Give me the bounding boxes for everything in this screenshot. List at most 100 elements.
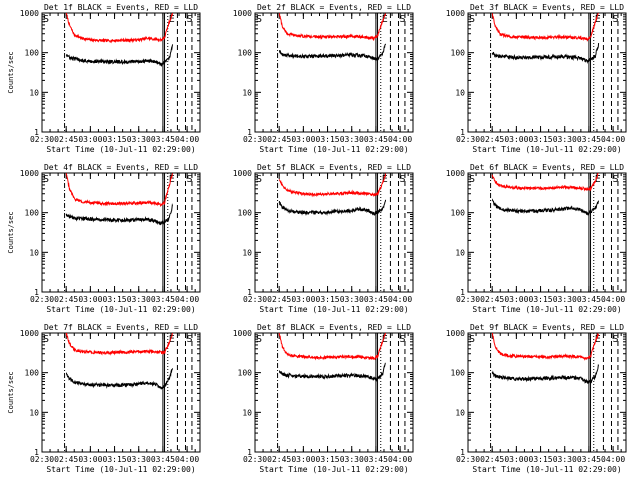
plot-frame	[41, 332, 201, 453]
x-tick-label: 03:15	[103, 455, 127, 464]
x-tick-label: 03:30	[553, 455, 577, 464]
lld-rate-line	[279, 13, 387, 42]
x-tick-label: 03:00	[291, 295, 315, 304]
panel-title: Det 9f BLACK = Events, RED = LLD	[470, 323, 624, 332]
plot-frame	[467, 172, 627, 293]
x-tick-label: 04:00	[175, 135, 199, 144]
y-tick-label: 10	[242, 248, 252, 257]
x-tick-label: 03:30	[553, 135, 577, 144]
y-tick-label: 1	[34, 128, 39, 137]
events-rate-line	[491, 363, 600, 384]
panel-title: Det 4f BLACK = Events, RED = LLD	[44, 163, 198, 172]
x-tick-label: 04:00	[175, 295, 199, 304]
y-tick-label: 1	[460, 288, 465, 297]
y-tick-label: 1000	[20, 329, 39, 338]
y-tick-label: 100	[451, 369, 466, 378]
plot-frame	[41, 172, 201, 293]
x-tick-label: 03:00	[504, 455, 528, 464]
time-marker-label: S	[612, 174, 618, 185]
x-tick-label: 03:30	[340, 455, 364, 464]
lld-rate-line	[491, 333, 600, 361]
time-marker-label: S	[43, 334, 49, 345]
y-tick-label: 10	[455, 88, 465, 97]
time-marker-label: S	[43, 174, 49, 185]
time-marker-label: S	[469, 334, 475, 345]
events-rate-line	[278, 362, 386, 382]
x-tick-label: 03:00	[504, 295, 528, 304]
time-marker-label: E	[169, 14, 175, 25]
x-tick-label: 03:15	[103, 135, 127, 144]
time-marker-label: S	[612, 14, 618, 25]
y-tick-label: 1000	[233, 169, 252, 178]
plot-frame	[467, 12, 627, 133]
time-marker-label: E	[169, 174, 175, 185]
time-marker-label: S	[399, 14, 405, 25]
lld-rate-line	[491, 13, 599, 42]
detector-panel: Det 6f BLACK = Events, RED = LLD 1 10 100 10…	[446, 163, 627, 314]
x-tick-label: 03:45	[577, 295, 601, 304]
x-axis-label: Start Time (10-Jul-11 02:29:00)	[472, 305, 621, 314]
y-tick-label: 10	[455, 248, 465, 257]
x-tick-label: 04:00	[388, 295, 412, 304]
y-tick-label: 1000	[20, 169, 39, 178]
x-tick-label: 04:00	[601, 135, 625, 144]
lld-rate-line	[278, 173, 387, 198]
x-tick-label: 02:45	[267, 135, 291, 144]
time-marker-label: S	[256, 14, 262, 25]
events-rate-line	[278, 199, 387, 217]
x-tick-label: 03:45	[151, 295, 175, 304]
y-tick-label: 100	[238, 209, 253, 218]
x-tick-label: 03:15	[529, 135, 553, 144]
y-tick-label: 1000	[446, 9, 465, 18]
x-axis-label: Start Time (10-Jul-11 02:29:00)	[46, 145, 195, 154]
detector-panel: Det 8f BLACK = Events, RED = LLD 1 10 100 10…	[233, 323, 414, 474]
x-tick-label: 03:15	[103, 295, 127, 304]
x-tick-label: 03:30	[127, 295, 151, 304]
x-tick-label: 03:15	[316, 295, 340, 304]
lld-rate-line	[65, 13, 173, 44]
x-axis-label: Start Time (10-Jul-11 02:29:00)	[472, 465, 621, 474]
x-tick-label: 03:30	[553, 295, 577, 304]
x-axis-label: Start Time (10-Jul-11 02:29:00)	[259, 305, 408, 314]
x-tick-label: 02:30	[243, 295, 267, 304]
y-tick-label: 10	[29, 88, 39, 97]
time-marker-label: E	[595, 174, 601, 185]
x-tick-label: 04:00	[388, 135, 412, 144]
time-marker-label: E	[382, 14, 388, 25]
x-tick-label: 03:00	[504, 135, 528, 144]
time-marker-label: E	[382, 334, 388, 345]
y-tick-label: 10	[455, 408, 465, 417]
time-marker-label: S	[43, 14, 49, 25]
x-axis-label: Start Time (10-Jul-11 02:29:00)	[259, 145, 408, 154]
time-marker-label: S	[399, 174, 405, 185]
plot-frame	[254, 12, 414, 133]
events-rate-line	[65, 44, 174, 67]
lld-rate-line	[65, 173, 174, 208]
x-tick-label: 02:45	[267, 455, 291, 464]
x-tick-label: 03:45	[577, 135, 601, 144]
y-tick-label: 1	[460, 448, 465, 457]
detector-panel: Det 5f BLACK = Events, RED = LLD 1 10 100 10…	[233, 163, 414, 314]
detector-panel: Det 9f BLACK = Events, RED = LLD 1 10 100 10…	[446, 323, 627, 474]
x-tick-label: 03:45	[364, 455, 388, 464]
y-tick-label: 10	[242, 88, 252, 97]
y-tick-label: 100	[25, 49, 40, 58]
x-tick-label: 04:00	[601, 455, 625, 464]
panel-title: Det 8f BLACK = Events, RED = LLD	[257, 323, 411, 332]
lld-rate-line	[491, 173, 599, 192]
x-tick-label: 03:30	[127, 455, 151, 464]
x-tick-label: 03:45	[577, 455, 601, 464]
x-tick-label: 03:45	[151, 455, 175, 464]
x-tick-label: 03:30	[127, 135, 151, 144]
events-rate-line	[491, 198, 600, 217]
y-tick-label: 100	[451, 209, 466, 218]
y-tick-label: 1000	[20, 9, 39, 18]
y-tick-label: 1000	[233, 329, 252, 338]
x-tick-label: 02:30	[30, 455, 54, 464]
x-tick-label: 02:45	[480, 295, 504, 304]
y-axis-label: Counts/sec	[7, 51, 15, 93]
x-tick-label: 04:00	[388, 455, 412, 464]
x-tick-label: 02:30	[243, 135, 267, 144]
x-tick-label: 02:30	[30, 295, 54, 304]
x-axis-label: Start Time (10-Jul-11 02:29:00)	[259, 465, 408, 474]
